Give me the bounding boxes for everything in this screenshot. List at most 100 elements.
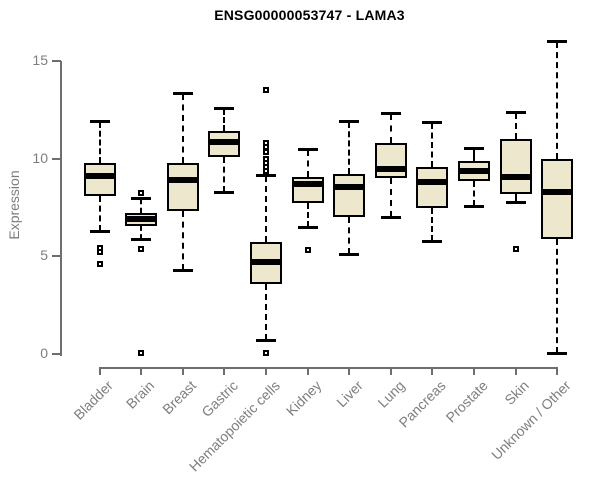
box-skin: [499, 139, 532, 194]
x-tick: [431, 367, 434, 375]
whisker-upper-skin: [514, 112, 517, 140]
median-prostate: [457, 168, 490, 175]
x-tick-label-breast: Breast: [159, 377, 200, 418]
whisker-cap-high-kidney: [297, 147, 318, 151]
whisker-cap-low-lung: [380, 216, 401, 220]
whisker-upper-pancreas: [431, 122, 434, 167]
x-tick-label-lung: Lung: [373, 377, 408, 411]
whisker-cap-low-gastric: [214, 190, 235, 194]
whisker-upper-kidney: [306, 149, 309, 178]
whisker-upper-hematopoietic-cells: [264, 176, 267, 242]
whisker-lower-kidney: [306, 202, 309, 228]
whisker-cap-high-liver: [339, 119, 360, 123]
whisker-cap-high-breast: [172, 92, 193, 96]
whisker-cap-low-prostate: [463, 204, 484, 208]
outlier-point: [262, 168, 269, 175]
y-tick: [52, 60, 61, 63]
box-unknown-other: [541, 158, 574, 239]
chart-title: ENSG00000053747 - LAMA3: [214, 7, 405, 23]
whisker-upper-unknown-other: [556, 41, 559, 159]
whisker-cap-low-pancreas: [422, 239, 443, 243]
whisker-lower-hematopoietic-cells: [264, 283, 267, 341]
outlier-point: [262, 87, 269, 94]
median-brain: [125, 216, 158, 223]
whisker-lower-pancreas: [431, 207, 434, 241]
whisker-cap-low-bladder: [89, 229, 110, 233]
x-tick-label-liver: Liver: [332, 377, 366, 411]
whisker-upper-gastric: [223, 108, 226, 132]
whisker-cap-high-prostate: [463, 146, 484, 150]
x-tick: [223, 367, 226, 375]
y-tick: [52, 255, 61, 258]
x-tick: [181, 367, 184, 375]
outlier-point: [96, 249, 103, 256]
whisker-cap-high-hematopoietic-cells: [255, 174, 276, 178]
y-tick-label: 0: [40, 345, 48, 361]
whisker-cap-low-skin: [505, 200, 526, 204]
outlier-point: [512, 245, 519, 252]
box-liver: [333, 174, 366, 218]
x-tick: [348, 367, 351, 375]
whisker-cap-high-gastric: [214, 106, 235, 110]
whisker-cap-low-breast: [172, 269, 193, 273]
whisker-cap-low-unknown-other: [547, 352, 568, 356]
x-tick: [556, 367, 559, 375]
box-pancreas: [416, 166, 449, 208]
x-tick-label-bladder: Bladder: [70, 377, 117, 423]
x-tick-label-skin: Skin: [501, 377, 533, 408]
whisker-lower-brain: [140, 226, 143, 239]
y-axis-line: [60, 61, 62, 356]
y-axis-label: Expression: [6, 170, 22, 240]
x-tick-label-prostate: Prostate: [442, 377, 491, 426]
whisker-cap-low-kidney: [297, 226, 318, 230]
whisker-upper-lung: [389, 113, 392, 144]
whisker-cap-low-brain: [131, 237, 152, 241]
x-tick: [514, 367, 517, 375]
x-tick: [264, 367, 267, 375]
median-skin: [499, 174, 532, 181]
whisker-lower-bladder: [98, 195, 101, 231]
whisker-upper-liver: [348, 121, 351, 175]
x-tick: [389, 367, 392, 375]
whisker-cap-high-brain: [131, 196, 152, 200]
y-tick: [52, 353, 61, 355]
box-lung: [374, 143, 407, 179]
x-tick-label-brain: Brain: [123, 377, 158, 412]
outlier-point: [96, 261, 103, 268]
x-tick: [98, 367, 101, 375]
x-tick: [140, 367, 143, 375]
outlier-point: [262, 350, 269, 357]
median-pancreas: [416, 179, 449, 186]
whisker-upper-bladder: [98, 121, 101, 163]
outlier-point: [138, 245, 145, 252]
whisker-upper-prostate: [472, 148, 475, 161]
y-tick: [52, 157, 61, 160]
median-bladder: [83, 173, 116, 180]
whisker-cap-high-pancreas: [422, 120, 443, 124]
whisker-lower-lung: [389, 178, 392, 218]
whisker-lower-prostate: [472, 181, 475, 206]
x-tick-label-kidney: Kidney: [282, 377, 325, 419]
y-tick-label: 15: [32, 52, 48, 69]
whisker-cap-high-bladder: [89, 119, 110, 123]
whisker-cap-low-hematopoietic-cells: [255, 339, 276, 343]
whisker-upper-breast: [181, 94, 184, 163]
whisker-lower-liver: [348, 217, 351, 255]
x-tick-label-unknown-other: Unknown / Other: [488, 377, 574, 463]
x-tick: [472, 367, 475, 375]
outlier-point: [138, 350, 145, 357]
whisker-cap-high-lung: [380, 111, 401, 115]
outlier-point: [138, 189, 145, 196]
y-tick-label: 10: [32, 149, 48, 166]
whisker-cap-low-liver: [339, 253, 360, 257]
median-liver: [333, 184, 366, 191]
box-breast: [166, 162, 199, 212]
whisker-lower-skin: [514, 193, 517, 202]
median-kidney: [291, 181, 324, 188]
y-tick-label: 5: [40, 247, 48, 264]
x-tick: [306, 367, 309, 375]
whisker-lower-gastric: [223, 156, 226, 192]
outlier-point: [304, 247, 311, 254]
median-lung: [374, 166, 407, 173]
